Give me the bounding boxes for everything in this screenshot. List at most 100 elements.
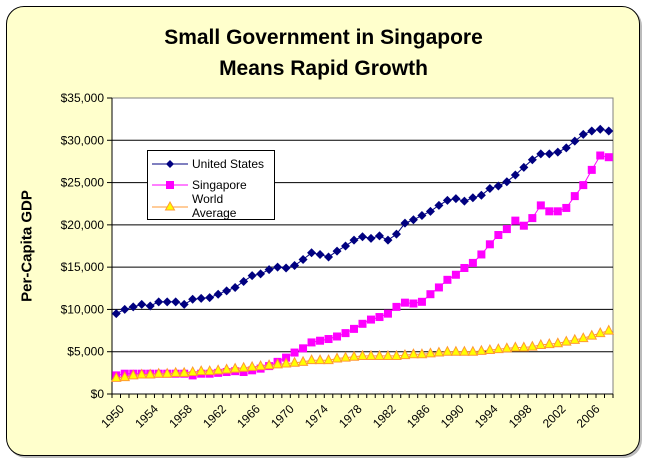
data-point bbox=[255, 360, 266, 371]
data-point bbox=[493, 343, 504, 354]
data-point bbox=[382, 349, 394, 360]
data-point bbox=[366, 315, 375, 324]
data-point bbox=[527, 155, 537, 165]
legend-label-singapore: Singapore bbox=[192, 177, 247, 192]
data-point bbox=[188, 294, 198, 304]
data-point bbox=[400, 298, 409, 307]
data-point bbox=[383, 309, 392, 318]
data-point bbox=[494, 231, 503, 240]
data-point bbox=[560, 335, 572, 346]
data-point bbox=[349, 235, 359, 245]
data-point bbox=[570, 136, 580, 146]
series-world-average bbox=[110, 324, 615, 382]
data-point bbox=[324, 252, 334, 262]
data-point bbox=[383, 235, 393, 245]
data-point bbox=[399, 349, 411, 360]
y-tick-label: $35,000 bbox=[61, 91, 105, 105]
data-point bbox=[161, 367, 173, 378]
data-point bbox=[136, 368, 148, 379]
data-point bbox=[374, 349, 385, 360]
plot-area bbox=[111, 97, 614, 395]
data-point bbox=[577, 332, 589, 343]
data-point bbox=[408, 348, 419, 359]
data-point bbox=[595, 124, 605, 134]
data-point bbox=[484, 343, 496, 355]
data-point bbox=[323, 354, 334, 365]
data-point bbox=[340, 351, 351, 362]
x-tick-label: 1994 bbox=[472, 402, 501, 431]
data-point bbox=[450, 345, 462, 356]
data-point bbox=[459, 196, 469, 206]
x-tick-label: 2002 bbox=[540, 402, 569, 431]
data-point bbox=[451, 270, 460, 279]
data-point bbox=[230, 282, 240, 292]
x-tick-label: 1998 bbox=[506, 402, 535, 431]
data-point bbox=[519, 221, 528, 230]
data-point bbox=[316, 336, 325, 345]
data-point bbox=[586, 329, 598, 340]
data-point bbox=[221, 363, 232, 374]
data-point bbox=[476, 190, 486, 200]
data-point bbox=[119, 371, 131, 382]
data-point bbox=[434, 200, 444, 210]
chart-title-line-2: Means Rapid Growth bbox=[219, 57, 428, 80]
chart-title-line-1: Small Government in Singapore bbox=[164, 26, 483, 49]
data-point bbox=[476, 344, 487, 355]
gridlines bbox=[112, 139, 613, 353]
data-point bbox=[332, 246, 342, 256]
data-point bbox=[374, 231, 384, 241]
data-point bbox=[477, 250, 486, 259]
data-point bbox=[187, 365, 198, 377]
x-tick-label: 2006 bbox=[574, 402, 603, 431]
legend-swatch-singapore bbox=[152, 180, 188, 189]
data-point bbox=[518, 341, 530, 352]
data-point bbox=[289, 356, 300, 367]
data-point bbox=[273, 262, 283, 272]
data-point bbox=[536, 201, 545, 210]
data-point bbox=[307, 248, 317, 258]
data-point bbox=[502, 225, 511, 234]
data-point bbox=[137, 299, 147, 309]
data-point bbox=[527, 340, 538, 351]
data-point bbox=[350, 324, 359, 333]
data-point bbox=[110, 371, 122, 382]
data-point bbox=[239, 277, 249, 287]
data-point bbox=[434, 283, 443, 292]
data-point bbox=[553, 147, 563, 157]
data-point bbox=[213, 289, 223, 299]
data-point bbox=[416, 348, 428, 359]
data-point bbox=[212, 364, 224, 375]
data-point bbox=[443, 275, 452, 284]
data-point bbox=[127, 369, 139, 380]
series-united-states bbox=[111, 124, 614, 319]
legend-item-world-average: World Average bbox=[152, 192, 270, 220]
legend: United States Singapore World Average bbox=[147, 150, 275, 220]
data-point bbox=[222, 286, 232, 296]
data-point bbox=[120, 304, 130, 314]
y-tick-label: $10,000 bbox=[61, 302, 105, 316]
data-point bbox=[205, 293, 215, 303]
data-point bbox=[510, 170, 520, 180]
data-point bbox=[239, 368, 248, 377]
data-point bbox=[545, 207, 554, 216]
x-ticks: 1950 1954 1958 1962 1966 1970 1974 1978 1982 1986… bbox=[98, 394, 614, 431]
data-point bbox=[333, 332, 342, 341]
data-point bbox=[536, 149, 546, 159]
data-point bbox=[579, 181, 588, 190]
data-point bbox=[272, 358, 283, 369]
data-point bbox=[357, 349, 368, 360]
data-point bbox=[264, 265, 274, 275]
data-point bbox=[111, 309, 121, 319]
data-point bbox=[468, 258, 477, 267]
data-point bbox=[365, 349, 377, 360]
data-point bbox=[570, 192, 579, 201]
data-point bbox=[460, 263, 469, 272]
data-point bbox=[467, 345, 479, 356]
data-point bbox=[195, 365, 207, 376]
data-point bbox=[528, 214, 537, 223]
data-point bbox=[299, 344, 308, 353]
data-point bbox=[442, 195, 452, 205]
data-point bbox=[501, 342, 513, 353]
data-point bbox=[511, 216, 520, 225]
